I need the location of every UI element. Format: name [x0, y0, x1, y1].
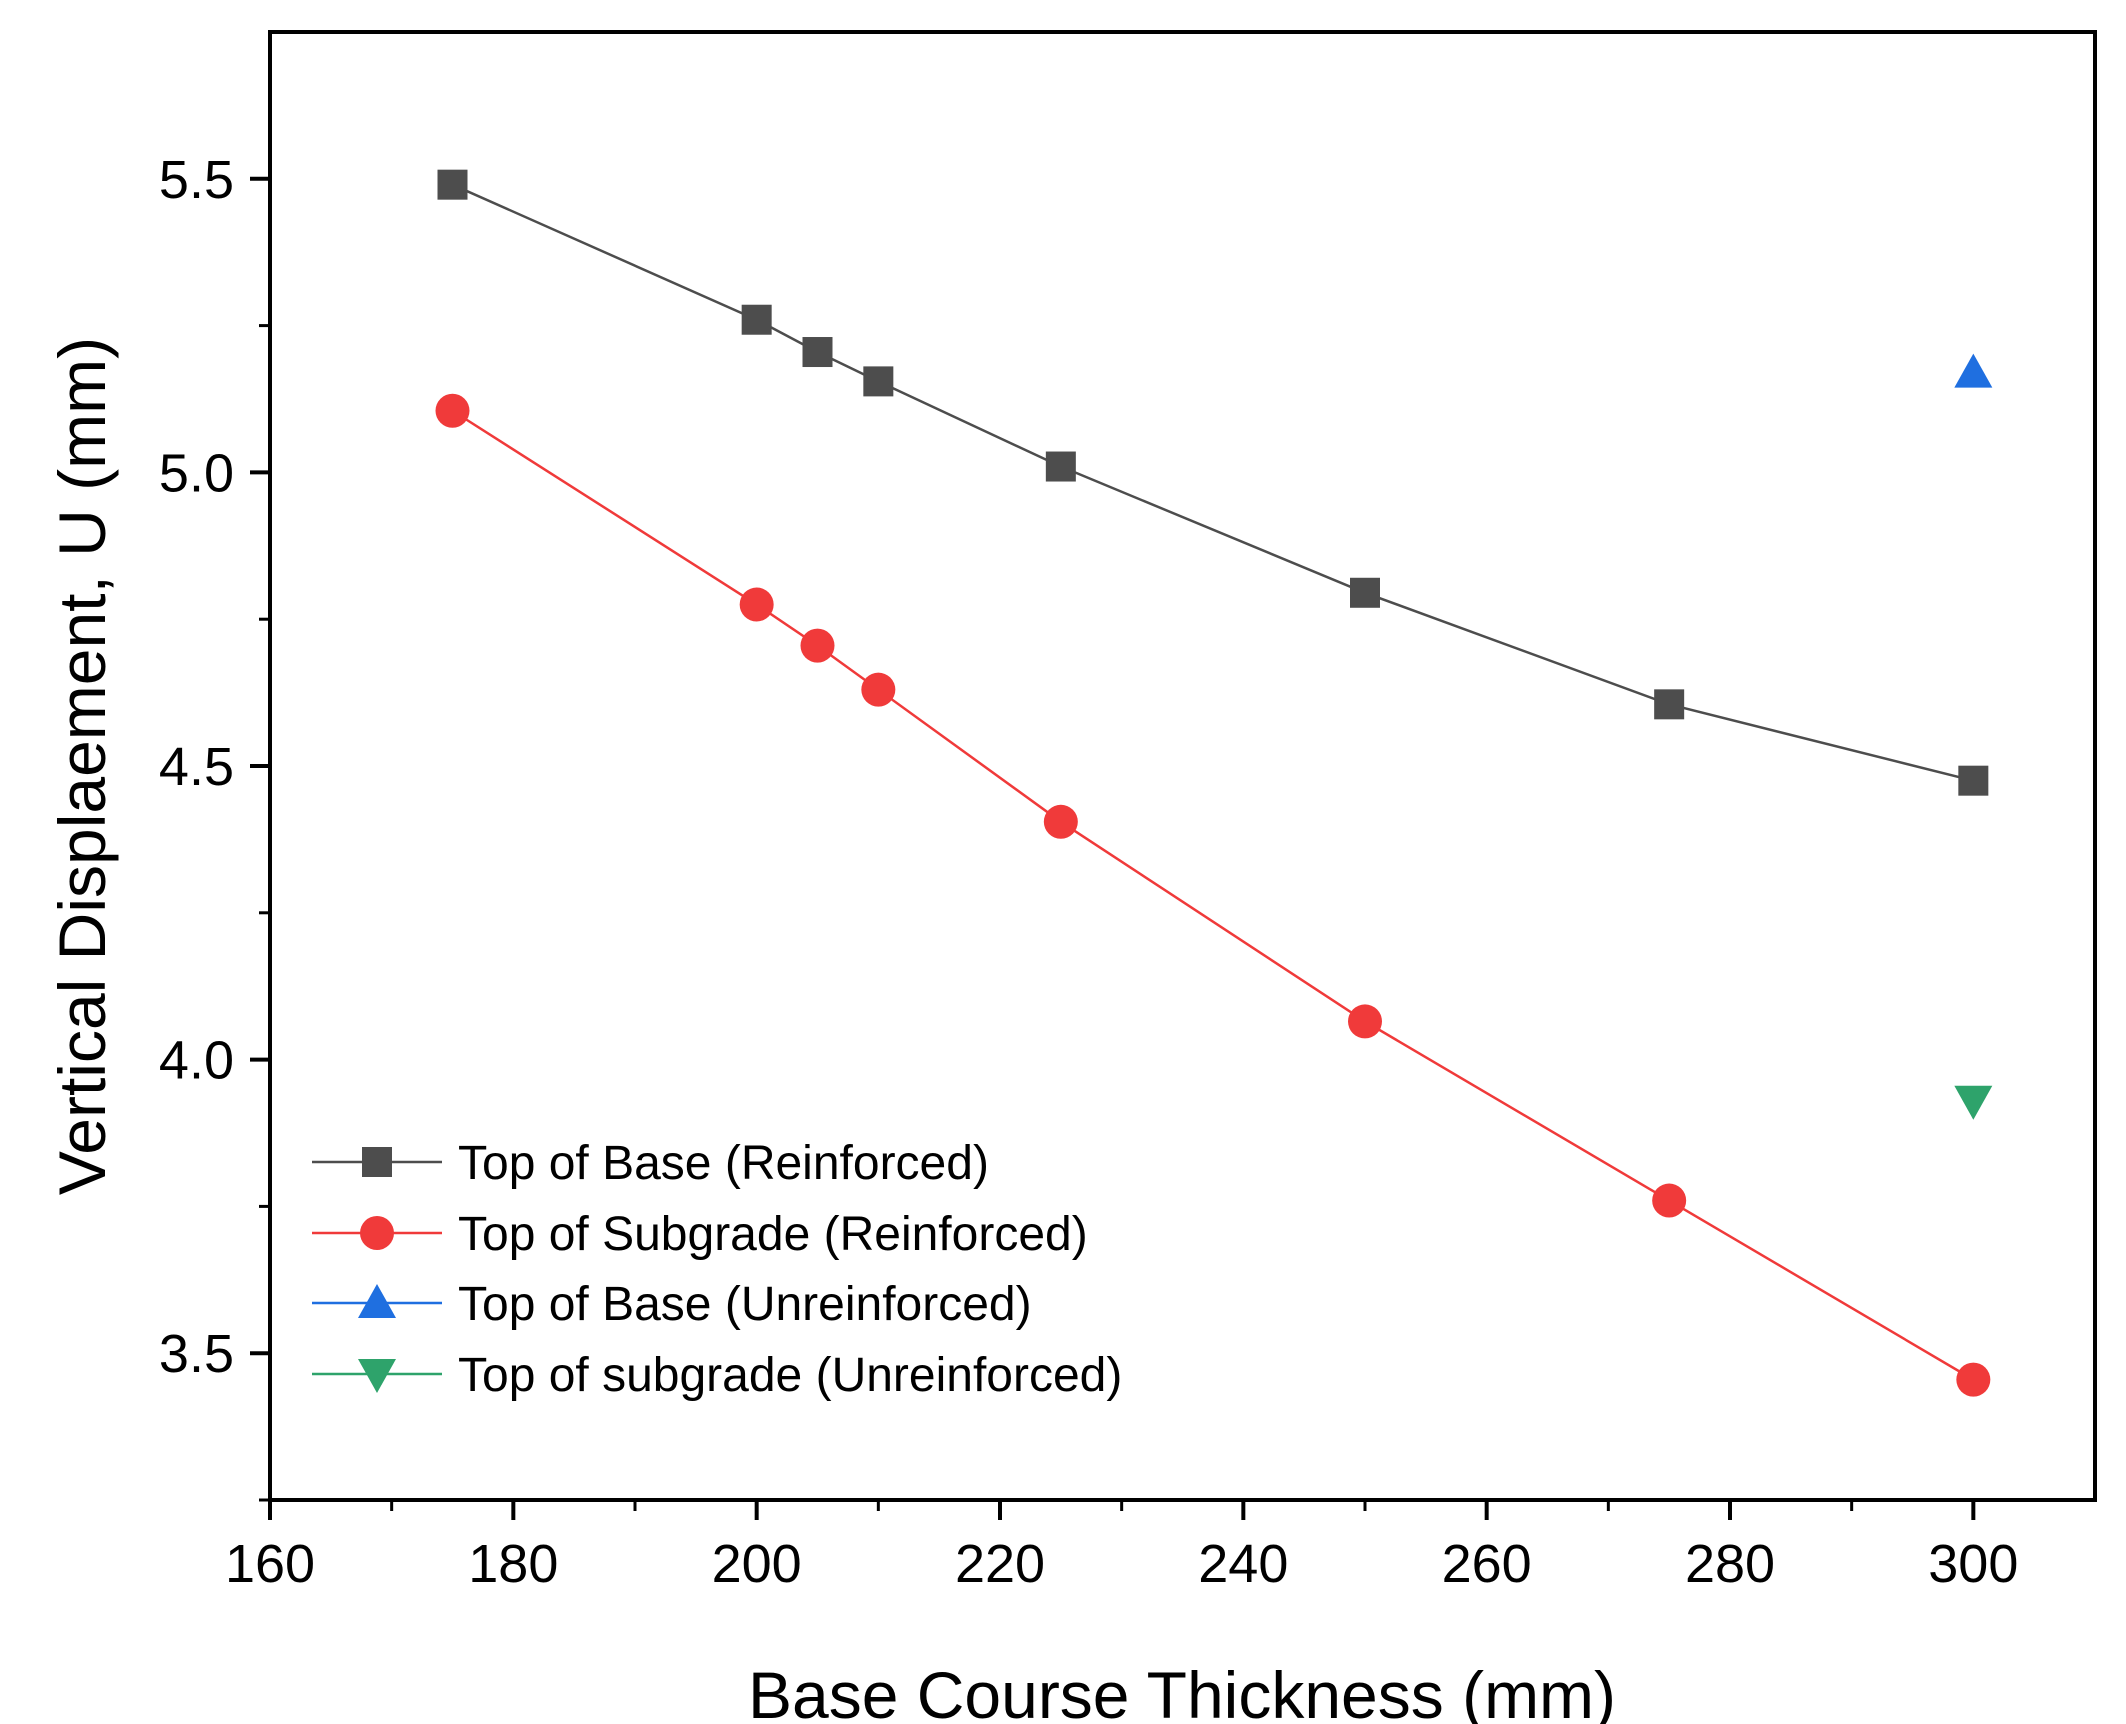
x-axis-title: Base Course Thickness (mm): [748, 1658, 1616, 1724]
y-tick-label: 3.5: [159, 1324, 234, 1384]
legend-item: Top of Base (Reinforced): [312, 1137, 989, 1190]
series-layer: [435, 169, 1993, 1397]
data-point: [1954, 353, 1993, 388]
legend-label: Top of subgrade (Unreinforced): [458, 1349, 1122, 1402]
legend-item: Top of Subgrade (Reinforced): [312, 1208, 1088, 1261]
y-tick-label: 5.0: [159, 443, 234, 503]
data-point: [1045, 451, 1076, 482]
data-point: [1956, 1362, 1991, 1397]
x-tick-label: 200: [712, 1534, 802, 1594]
x-tick-label: 220: [955, 1534, 1045, 1594]
series-line: [451, 183, 1974, 782]
x-tick-label: 240: [1198, 1534, 1288, 1594]
legend-marker: [362, 1147, 392, 1177]
data-point: [1958, 765, 1989, 796]
x-tick-label: 300: [1928, 1534, 2018, 1594]
data-point: [800, 628, 835, 663]
legend: Top of Base (Reinforced) Top of Subgrade …: [312, 1137, 1122, 1402]
legend-marker: [358, 1359, 396, 1393]
y-tick-label: 4.5: [159, 737, 234, 797]
data-point: [739, 587, 774, 622]
y-axis: 3.5 4.0 4.5 5.0 5.5: [159, 150, 270, 1502]
data-point: [1954, 1085, 1993, 1120]
x-tick-label: 280: [1685, 1534, 1775, 1594]
x-tick-label: 160: [225, 1534, 315, 1594]
legend-label: Top of Subgrade (Reinforced): [458, 1208, 1088, 1261]
series-4: [1954, 1085, 1993, 1120]
data-point: [741, 304, 772, 335]
data-point: [1654, 689, 1685, 720]
legend-item: Top of Base (Unreinforced): [312, 1278, 1032, 1331]
data-point: [1348, 1004, 1382, 1039]
data-point: [861, 672, 896, 707]
series-1: [437, 169, 1989, 796]
x-axis: 160 180 200 220 240 260 280 300: [225, 1500, 2018, 1594]
series-3: [1954, 353, 1993, 388]
y-tick-label: 4.0: [159, 1031, 234, 1091]
legend-marker: [360, 1216, 394, 1250]
legend-label: Top of Base (Reinforced): [458, 1137, 989, 1190]
data-point: [802, 337, 833, 368]
data-point: [1652, 1183, 1687, 1218]
series-2: [435, 393, 1991, 1397]
x-tick-label: 180: [468, 1534, 558, 1594]
legend-item: Top of subgrade (Unreinforced): [312, 1349, 1122, 1402]
y-axis-title: Vertical Displaement, U (mm): [45, 337, 119, 1195]
y-tick-label: 5.5: [159, 150, 234, 210]
x-tick-label: 260: [1442, 1534, 1532, 1594]
data-point: [1350, 577, 1380, 608]
data-point: [435, 393, 470, 428]
data-point: [437, 169, 468, 200]
legend-label: Top of Base (Unreinforced): [458, 1278, 1032, 1331]
legend-marker: [358, 1284, 396, 1318]
data-point: [1043, 804, 1078, 839]
data-point: [863, 366, 894, 397]
